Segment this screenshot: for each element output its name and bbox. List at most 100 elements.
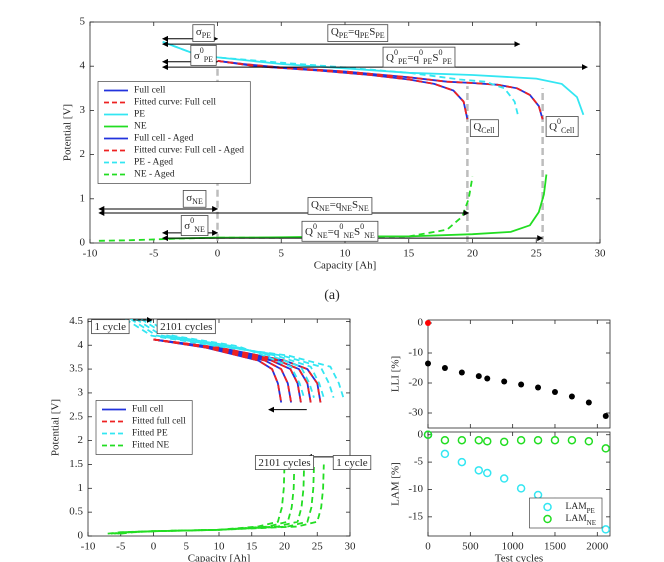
point bbox=[585, 399, 592, 406]
legend-label: Fitted PE bbox=[132, 429, 168, 439]
y-tick-label: 2 bbox=[80, 148, 86, 160]
annotation-part: Q bbox=[549, 121, 557, 133]
legend-name: NE bbox=[134, 122, 147, 132]
legend-label: Fitted full cell bbox=[132, 416, 186, 427]
y-tick-label: -20 bbox=[408, 377, 423, 389]
legend-name: LAM bbox=[566, 502, 588, 512]
annotation-part: 0 bbox=[190, 217, 194, 226]
y-tick-label: 2 bbox=[78, 434, 84, 446]
annotation-box bbox=[254, 455, 315, 470]
point bbox=[483, 437, 492, 446]
annotation-part: S bbox=[432, 51, 438, 63]
curve bbox=[145, 319, 305, 398]
annotation-part: 0 bbox=[419, 48, 423, 57]
x-tick-label: 0 bbox=[151, 541, 157, 553]
annotation-part: NE bbox=[194, 226, 205, 235]
annotation-text: Q0NE=q0NES0NE bbox=[305, 222, 375, 240]
legend-name: NE - Aged bbox=[134, 170, 175, 180]
annotation-text: 1 cycle bbox=[336, 457, 368, 469]
point bbox=[423, 430, 433, 439]
legend-label: Fitted curve: Full cell - Aged bbox=[134, 146, 244, 156]
y-tick-label: 4 bbox=[80, 60, 86, 72]
annotation-part: NE bbox=[192, 197, 203, 206]
x-tick-label: 10 bbox=[340, 248, 352, 260]
annotation-part: 0 bbox=[200, 46, 204, 55]
curve bbox=[120, 464, 325, 535]
annotation-part: =q bbox=[328, 225, 340, 237]
annotation-part: NE bbox=[341, 204, 352, 213]
legend-name-sub: PE bbox=[587, 507, 595, 515]
annotation-part: 0 bbox=[339, 222, 343, 231]
curve bbox=[107, 464, 286, 535]
annotation-part: NE bbox=[319, 204, 330, 213]
annotation-part: 1 cycle bbox=[95, 321, 127, 333]
legend-label: Full cell bbox=[134, 86, 166, 96]
annotation-part: S bbox=[354, 225, 360, 237]
annotation-text: QCell bbox=[473, 121, 495, 136]
legend-label: PE bbox=[134, 110, 145, 120]
annotation: Q0PE=q0PES0PE bbox=[382, 46, 456, 68]
x-tick-label: -5 bbox=[116, 541, 126, 553]
point bbox=[535, 384, 542, 391]
legend-name: Full cell - Aged bbox=[134, 134, 194, 144]
legend-name: Fitted full cell bbox=[132, 416, 186, 427]
legend-swatch bbox=[543, 514, 552, 524]
annotation-part: 0 bbox=[394, 48, 398, 57]
legend-box bbox=[97, 81, 251, 184]
point bbox=[499, 474, 509, 483]
curve bbox=[124, 319, 345, 398]
annotation-part: PE bbox=[360, 31, 369, 40]
annotation-text: 2101 cycles bbox=[160, 321, 212, 333]
point bbox=[457, 435, 467, 445]
annotation-part: 2101 cycles bbox=[160, 321, 212, 333]
annotation-text: σNE bbox=[186, 191, 203, 206]
annotation-box bbox=[91, 319, 130, 335]
curve bbox=[130, 319, 335, 398]
annotation-box bbox=[182, 190, 207, 208]
annotation-part: Q bbox=[311, 199, 319, 211]
annotation: Q0NE=q0NES0NE bbox=[301, 220, 379, 242]
annotation-part: =q bbox=[330, 199, 342, 211]
point bbox=[483, 468, 492, 478]
annotation-part: =q bbox=[407, 51, 419, 63]
curve bbox=[153, 338, 302, 403]
annotation-box bbox=[327, 24, 389, 42]
annotation-part: NE bbox=[317, 231, 328, 240]
annotation-part: Cell bbox=[561, 127, 575, 136]
annotation: QPE=qPESPE bbox=[327, 24, 389, 42]
annotation-box bbox=[192, 24, 215, 42]
point bbox=[550, 435, 560, 445]
legend-label: NE bbox=[134, 122, 147, 132]
annotation-text: σ0NE bbox=[184, 217, 205, 235]
annotation-part: NE bbox=[364, 231, 375, 240]
annotation-part: S bbox=[369, 26, 375, 38]
point bbox=[440, 449, 450, 459]
curve bbox=[153, 338, 292, 403]
legend-label: Full cell - Aged bbox=[134, 134, 194, 144]
x-tick-label: 10 bbox=[214, 541, 226, 553]
curve bbox=[135, 319, 325, 398]
x-tick-label: 20 bbox=[279, 541, 291, 553]
annotation-part: Cell bbox=[481, 127, 495, 136]
annotation-part: S bbox=[352, 199, 358, 211]
panel-caption: (a) bbox=[324, 288, 340, 303]
annotation-box bbox=[301, 220, 379, 242]
legend-name: LAM bbox=[566, 514, 588, 524]
annotation-part: PE bbox=[443, 57, 452, 66]
annotation-part: PE bbox=[398, 57, 407, 66]
legend-label: Fitted curve: Full cell bbox=[134, 98, 216, 108]
point bbox=[568, 393, 575, 400]
legend-label: LAMNE bbox=[566, 514, 596, 526]
plot-area bbox=[427, 319, 611, 429]
annotation-box bbox=[382, 46, 456, 68]
legend-label: PE - Aged bbox=[134, 158, 173, 168]
y-tick-label: 3.5 bbox=[69, 363, 83, 375]
annotation-part: Q bbox=[473, 121, 481, 133]
y-tick-label: 0 bbox=[78, 530, 84, 542]
curve bbox=[140, 319, 315, 398]
point bbox=[475, 373, 482, 380]
y-tick-label: 3 bbox=[80, 104, 86, 116]
x-tick-label: 1000 bbox=[502, 541, 525, 553]
legend-label: LAMPE bbox=[566, 502, 595, 514]
